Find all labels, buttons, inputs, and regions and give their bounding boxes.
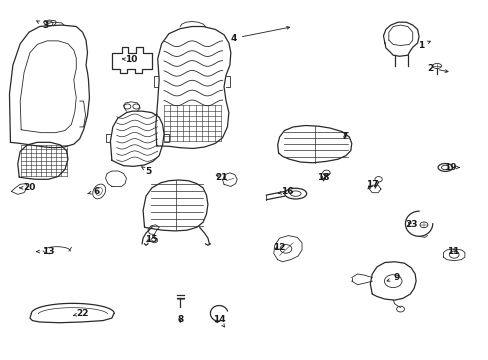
Text: 18: 18	[317, 173, 329, 182]
Text: 3: 3	[37, 21, 49, 30]
Text: 12: 12	[273, 243, 285, 252]
Text: 4: 4	[230, 26, 289, 43]
Text: 2: 2	[427, 64, 447, 73]
Text: 21: 21	[214, 173, 227, 182]
Text: 20: 20	[20, 183, 35, 192]
Text: 11: 11	[446, 247, 459, 256]
Text: 7: 7	[341, 132, 347, 141]
Text: 14: 14	[212, 315, 225, 327]
Text: 8: 8	[177, 315, 183, 324]
Text: 16: 16	[278, 187, 293, 196]
Text: 15: 15	[144, 235, 157, 244]
Text: 23: 23	[404, 220, 417, 229]
Text: 17: 17	[365, 180, 378, 189]
Text: 19: 19	[443, 163, 459, 172]
Text: 10: 10	[122, 55, 137, 64]
Text: 6: 6	[87, 187, 99, 196]
Text: 13: 13	[37, 247, 55, 256]
Text: 5: 5	[142, 167, 151, 176]
Text: 1: 1	[417, 41, 429, 50]
Text: 9: 9	[386, 273, 399, 282]
Text: 22: 22	[73, 309, 89, 318]
